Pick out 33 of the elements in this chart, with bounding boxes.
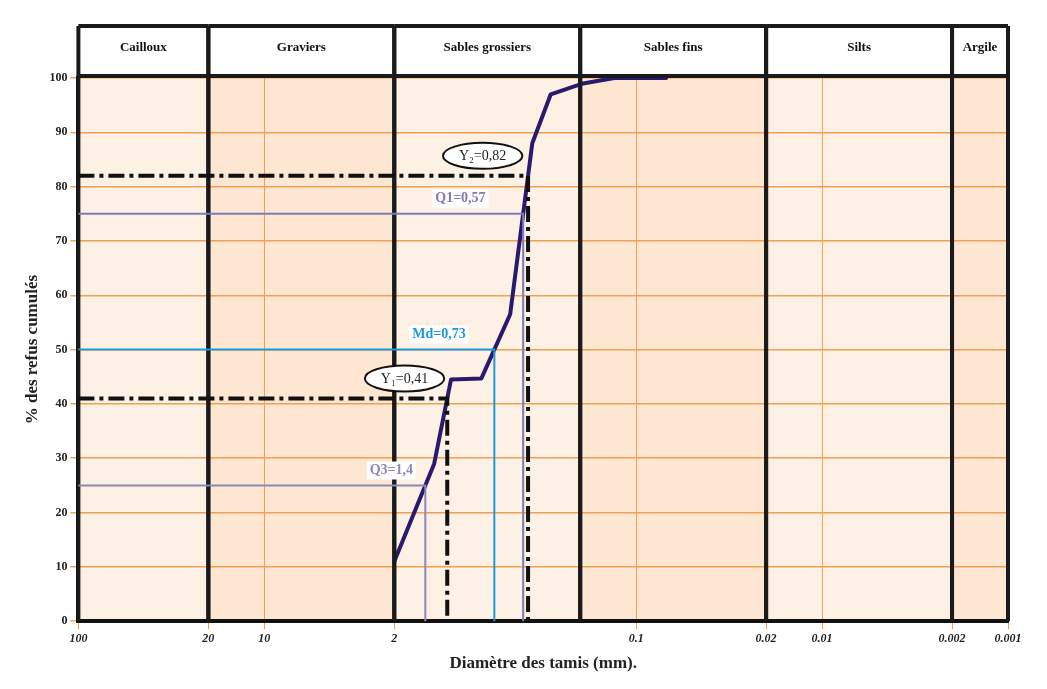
y-tick-label: 50: [55, 341, 68, 356]
x-tick-label: 0.1: [628, 631, 644, 646]
y-axis-title: % des refus cumulés: [21, 274, 41, 425]
band-label: Cailloux: [119, 39, 168, 55]
annotation: Md=0,73: [412, 326, 466, 342]
y-tick-label: 60: [55, 287, 68, 302]
x-tick-label: 0.001: [994, 631, 1022, 646]
annotation: Y₁=0,41: [380, 371, 429, 387]
y-tick-label: 70: [55, 233, 68, 248]
x-tick-label: 0.02: [755, 631, 777, 646]
x-tick-label: 2: [390, 631, 398, 646]
y-tick-label: 80: [55, 178, 68, 193]
x-tick-label: 0.01: [811, 631, 833, 646]
y-tick-label: 0: [61, 613, 68, 628]
y-tick-label: 90: [55, 124, 68, 139]
y-tick-label: 10: [55, 558, 68, 573]
y-tick-label: 40: [55, 396, 68, 411]
x-tick-label: 20: [201, 631, 215, 646]
annotation: Y₂=0,82: [458, 148, 507, 164]
x-tick-label: 100: [69, 631, 88, 646]
annotation: Q3=1,4: [369, 462, 414, 478]
band-label: Silts: [847, 39, 871, 55]
x-tick-label: 10: [258, 631, 271, 646]
band-label: Sables fins: [643, 39, 703, 55]
x-tick-label: 0.002: [938, 631, 966, 646]
band-label: Sables grossiers: [443, 39, 531, 55]
band-label: Argile: [962, 39, 998, 55]
y-tick-label: 100: [49, 70, 68, 85]
y-tick-label: 20: [55, 504, 68, 519]
annotation: Q1=0,57: [435, 190, 486, 206]
band-label: Graviers: [276, 39, 326, 55]
y-tick-label: 30: [55, 450, 68, 465]
x-axis-title: Diamètre des tamis (mm).: [449, 653, 637, 673]
